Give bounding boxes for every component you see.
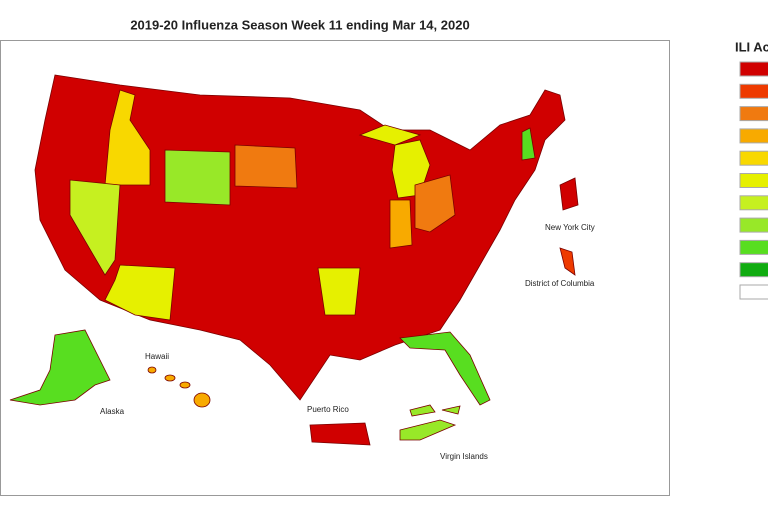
alaska-label: Alaska [100,407,125,416]
legend-title: ILI Ac [735,39,768,54]
hawaii-label: Hawaii [145,352,169,361]
virgin-islands [399,404,461,441]
legend-swatch [739,61,768,77]
legend-swatch [739,173,768,188]
virgin-islands-label: Virgin Islands [440,452,488,461]
district-of-columbia [559,247,576,276]
idaho [104,89,151,186]
dc-label: District of Columbia [525,279,595,288]
legend-swatch [739,83,768,99]
legend-swatch [739,284,768,300]
puerto-rico [309,422,371,446]
south-dakota [234,144,298,189]
hawaii [147,366,211,408]
nyc-label: New York City [545,223,595,232]
legend-swatch [739,128,768,144]
puerto-rico-label: Puerto Rico [307,405,349,414]
michigan-upper [358,124,422,146]
legend-swatch [739,217,768,233]
new-hampshire [521,127,536,161]
legend-swatch [739,195,768,211]
arizona [104,264,176,321]
wyoming [164,149,231,206]
arkansas [317,267,361,316]
legend-swatch [739,262,768,278]
nevada [69,179,121,276]
legend-swatch [739,239,768,255]
florida [399,331,491,406]
map [9,74,579,446]
indiana [389,199,413,249]
map-title: 2019-20 Influenza Season Week 11 ending … [130,17,469,32]
alaska [9,329,111,406]
legend [739,61,768,300]
legend-swatch [739,150,768,166]
legend-swatch [739,106,768,122]
ohio [414,174,456,233]
new-york-city [559,177,579,211]
